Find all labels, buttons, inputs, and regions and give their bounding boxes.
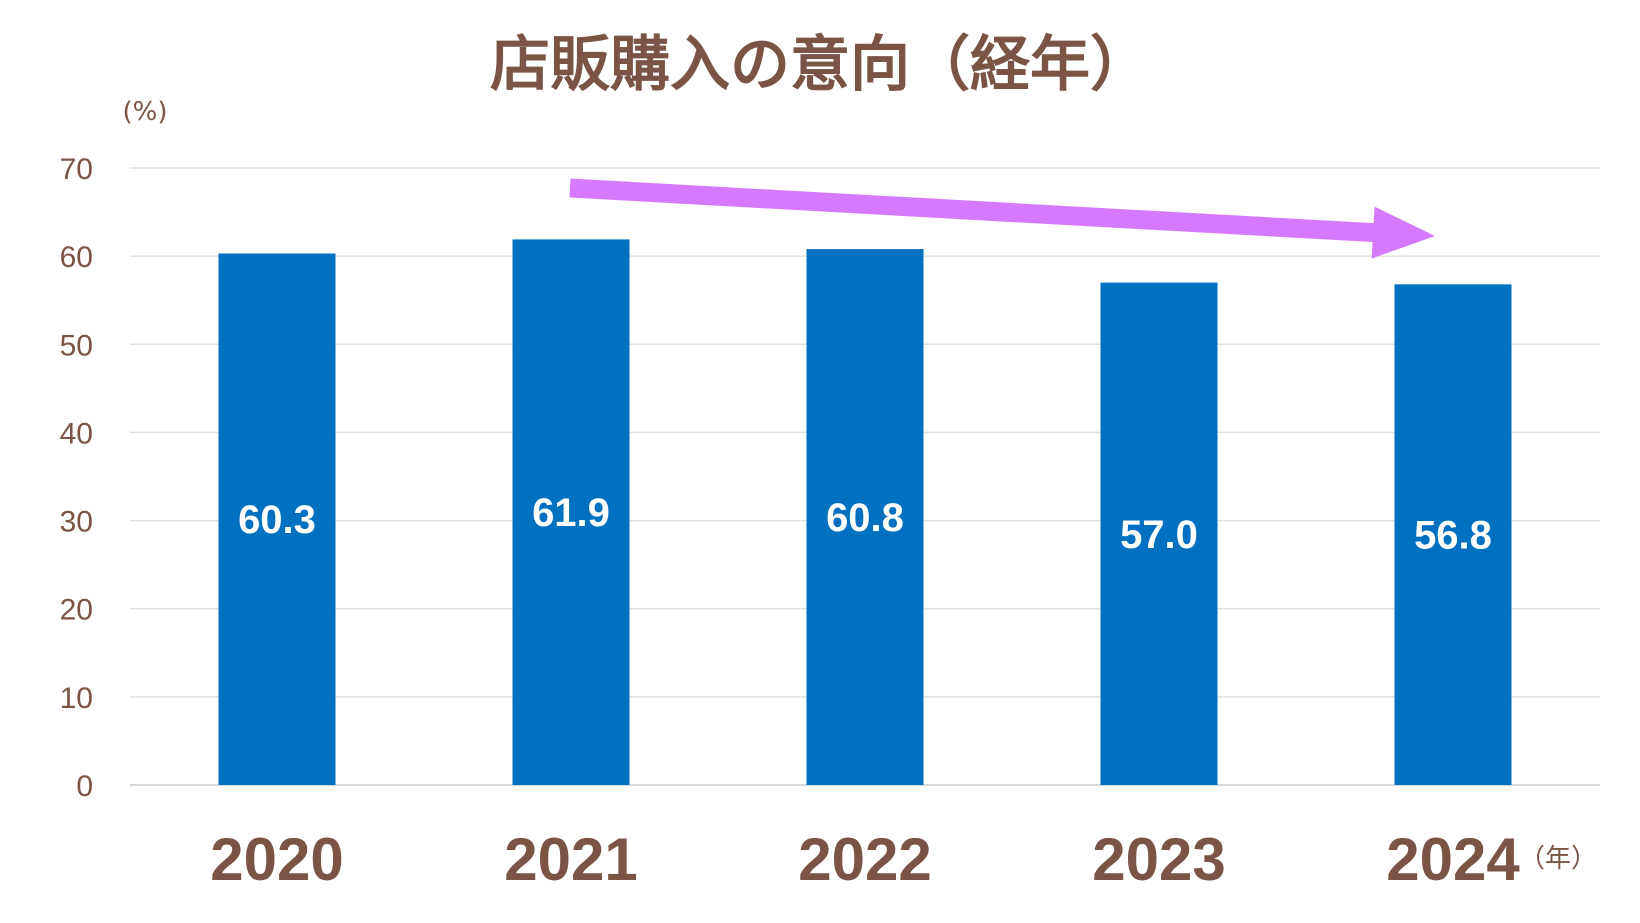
y-tick-label: 60 bbox=[60, 241, 93, 274]
y-tick-label: 20 bbox=[60, 594, 93, 627]
bar-2021 bbox=[512, 239, 630, 785]
x-tick-label: 2022 bbox=[798, 826, 931, 893]
bar-value-label: 60.3 bbox=[238, 498, 316, 542]
bar-value-labels: 60.3 61.9 60.8 57.0 56.8 bbox=[238, 491, 1492, 557]
y-tick-label: 50 bbox=[60, 329, 93, 362]
y-unit-label: (%) bbox=[123, 97, 168, 127]
bars bbox=[218, 239, 1512, 786]
bar-2020 bbox=[218, 253, 336, 786]
bar-value-label: 57.0 bbox=[1120, 513, 1198, 557]
bar-value-label: 60.8 bbox=[826, 496, 904, 540]
x-tick-label: 2020 bbox=[210, 826, 343, 893]
x-axis-ticks: 2020 2021 2022 2023 2024 bbox=[210, 826, 1520, 893]
x-tick-label: 2023 bbox=[1092, 826, 1225, 893]
y-tick-label: 40 bbox=[60, 417, 93, 450]
trend-arrow bbox=[569, 178, 1435, 259]
bar-2022 bbox=[806, 249, 924, 785]
y-tick-label: 10 bbox=[60, 682, 93, 715]
y-tick-label: 0 bbox=[76, 770, 93, 803]
y-tick-label: 70 bbox=[60, 153, 93, 186]
x-unit-label: （年） bbox=[1519, 844, 1597, 874]
x-tick-label: 2021 bbox=[504, 826, 637, 893]
chart-title: 店販購入の意向（経年） bbox=[490, 30, 1150, 100]
bar-2023 bbox=[1100, 282, 1218, 785]
bar-2024 bbox=[1394, 284, 1512, 785]
y-axis-ticks: 0 10 20 30 40 50 60 70 bbox=[60, 153, 93, 803]
bar-value-label: 56.8 bbox=[1414, 514, 1492, 558]
y-tick-label: 30 bbox=[60, 506, 93, 539]
bar-value-label: 61.9 bbox=[532, 491, 610, 535]
trend-arrow-shape bbox=[569, 178, 1435, 259]
x-tick-label: 2024 bbox=[1386, 826, 1520, 893]
